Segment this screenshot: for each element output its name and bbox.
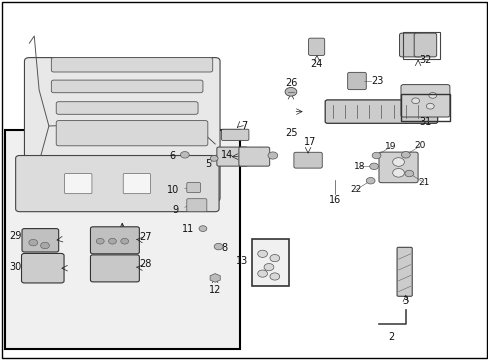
Text: 10: 10	[167, 185, 179, 195]
Circle shape	[257, 270, 267, 277]
Text: 18: 18	[353, 162, 365, 171]
Circle shape	[180, 152, 189, 158]
Text: 19: 19	[385, 142, 396, 151]
Circle shape	[366, 177, 374, 184]
FancyBboxPatch shape	[90, 255, 139, 282]
Text: 14: 14	[221, 150, 233, 160]
Text: 24: 24	[310, 59, 323, 69]
Circle shape	[401, 152, 409, 158]
Circle shape	[264, 264, 273, 271]
FancyBboxPatch shape	[56, 102, 198, 114]
Text: 27: 27	[139, 231, 152, 242]
FancyBboxPatch shape	[51, 58, 212, 72]
Text: 25: 25	[285, 128, 297, 138]
Text: 11: 11	[182, 224, 194, 234]
Circle shape	[96, 238, 104, 244]
FancyBboxPatch shape	[51, 80, 203, 93]
FancyBboxPatch shape	[400, 85, 449, 117]
Bar	[403, 32, 439, 59]
FancyBboxPatch shape	[56, 121, 207, 146]
Bar	[5, 130, 239, 349]
FancyBboxPatch shape	[216, 147, 247, 166]
Circle shape	[428, 93, 436, 98]
Text: 16: 16	[328, 195, 341, 205]
Text: 4: 4	[251, 150, 257, 160]
Text: 13: 13	[236, 256, 248, 266]
Circle shape	[426, 103, 433, 109]
FancyBboxPatch shape	[396, 247, 411, 296]
Text: 2: 2	[387, 332, 393, 342]
Text: 8: 8	[221, 243, 226, 253]
FancyBboxPatch shape	[378, 152, 417, 183]
FancyBboxPatch shape	[325, 100, 437, 123]
FancyBboxPatch shape	[90, 227, 139, 254]
FancyBboxPatch shape	[308, 38, 324, 55]
Text: 29: 29	[10, 231, 22, 241]
Text: 28: 28	[139, 259, 151, 269]
FancyBboxPatch shape	[347, 72, 366, 90]
Text: 21: 21	[417, 178, 429, 187]
Circle shape	[210, 156, 218, 161]
Circle shape	[108, 238, 116, 244]
FancyBboxPatch shape	[186, 199, 206, 212]
Text: 26: 26	[284, 78, 297, 88]
Circle shape	[369, 163, 378, 170]
Circle shape	[371, 152, 380, 159]
Circle shape	[392, 168, 404, 177]
FancyBboxPatch shape	[123, 174, 150, 194]
Circle shape	[121, 238, 128, 244]
FancyBboxPatch shape	[16, 156, 219, 212]
Circle shape	[411, 98, 419, 104]
FancyBboxPatch shape	[221, 129, 248, 140]
FancyBboxPatch shape	[22, 229, 59, 252]
FancyBboxPatch shape	[413, 33, 436, 57]
Text: 6: 6	[168, 150, 175, 161]
FancyBboxPatch shape	[64, 174, 92, 194]
Circle shape	[267, 152, 277, 159]
Text: 9: 9	[172, 204, 178, 215]
Text: 22: 22	[349, 185, 361, 194]
Text: 30: 30	[10, 262, 22, 272]
Text: 3: 3	[402, 296, 408, 306]
Circle shape	[392, 158, 404, 166]
Text: 23: 23	[371, 76, 383, 86]
FancyBboxPatch shape	[21, 253, 64, 283]
FancyBboxPatch shape	[293, 152, 322, 168]
Circle shape	[199, 226, 206, 231]
Circle shape	[214, 243, 223, 250]
Bar	[251, 239, 288, 286]
Circle shape	[257, 250, 267, 257]
Text: 31: 31	[418, 117, 431, 127]
Text: 5: 5	[204, 159, 210, 169]
Text: 20: 20	[414, 141, 426, 150]
FancyBboxPatch shape	[238, 147, 269, 166]
Text: 7: 7	[241, 121, 247, 131]
Circle shape	[404, 170, 413, 177]
Text: 17: 17	[304, 137, 316, 147]
Circle shape	[269, 273, 279, 280]
FancyBboxPatch shape	[399, 33, 421, 57]
Circle shape	[269, 255, 279, 262]
Circle shape	[285, 87, 296, 96]
FancyBboxPatch shape	[186, 183, 200, 193]
Text: 1: 1	[119, 236, 125, 246]
Text: 12: 12	[208, 285, 221, 295]
Text: 15: 15	[250, 147, 263, 157]
FancyBboxPatch shape	[24, 58, 220, 202]
Bar	[400, 94, 449, 121]
Text: 32: 32	[418, 55, 431, 66]
Circle shape	[29, 239, 38, 246]
Circle shape	[41, 242, 49, 249]
